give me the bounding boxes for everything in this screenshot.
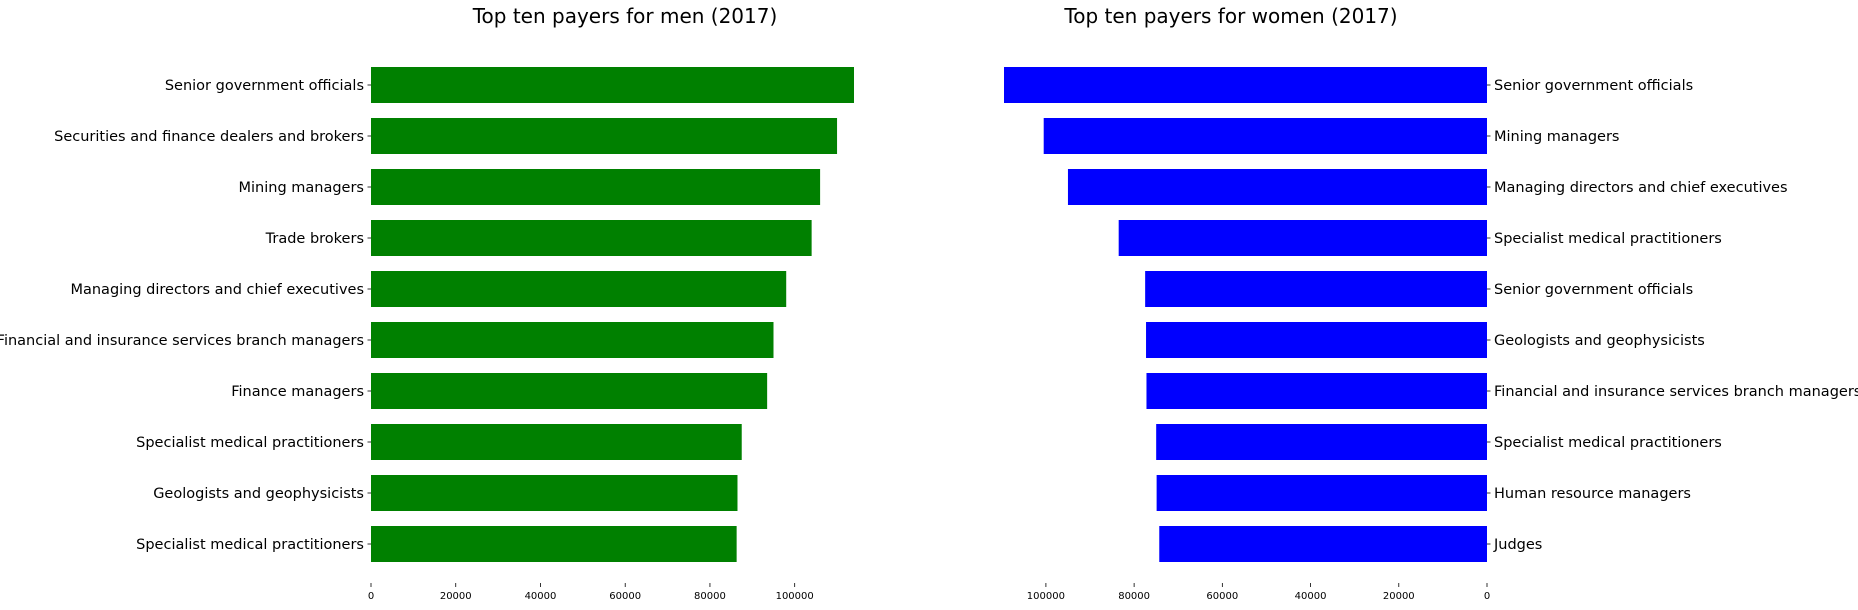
men-category-label: Mining managers bbox=[239, 180, 365, 196]
women-category-label: Judges bbox=[1493, 537, 1542, 553]
men-bar bbox=[371, 475, 738, 511]
women-category-label: Specialist medical practitioners bbox=[1494, 231, 1722, 247]
men-x-tick-label: 80000 bbox=[694, 591, 726, 602]
women-bar bbox=[1156, 424, 1487, 460]
men-bar bbox=[371, 271, 787, 307]
men-bar bbox=[371, 322, 774, 358]
men-bar bbox=[371, 67, 854, 103]
women-bar bbox=[1004, 67, 1487, 103]
women-category-label: Financial and insurance services branch … bbox=[1494, 384, 1858, 400]
men-x-tick-label: 100000 bbox=[776, 591, 814, 602]
women-category-label: Mining managers bbox=[1494, 129, 1620, 145]
women-x-tick-label: 60000 bbox=[1206, 591, 1238, 602]
women-bar bbox=[1146, 373, 1487, 409]
men-category-label: Financial and insurance services branch … bbox=[0, 333, 364, 349]
women-x-tick-label: 20000 bbox=[1383, 591, 1415, 602]
women-category-label: Senior government officials bbox=[1494, 78, 1693, 94]
women-bar bbox=[1067, 169, 1487, 205]
men-category-label: Specialist medical practitioners bbox=[136, 537, 364, 553]
women-bar bbox=[1146, 322, 1487, 358]
men-category-label: Senior government officials bbox=[165, 78, 364, 94]
men-category-label: Trade brokers bbox=[265, 231, 364, 247]
women-bar bbox=[1159, 526, 1487, 562]
women-x-tick-label: 80000 bbox=[1118, 591, 1150, 602]
women-category-label: Geologists and geophysicists bbox=[1494, 333, 1705, 349]
men-x-tick-label: 0 bbox=[368, 591, 374, 602]
women-x-tick-label: 40000 bbox=[1295, 591, 1327, 602]
women-chart-title: Top ten payers for women (2017) bbox=[1063, 4, 1397, 28]
men-chart-title: Top ten payers for men (2017) bbox=[472, 4, 778, 28]
men-category-label: Geologists and geophysicists bbox=[153, 486, 364, 502]
women-bar bbox=[1118, 220, 1487, 256]
women-category-label: Managing directors and chief executives bbox=[1494, 180, 1788, 196]
men-x-tick-label: 20000 bbox=[440, 591, 472, 602]
men-category-label: Finance managers bbox=[231, 384, 364, 400]
men-bar bbox=[371, 424, 742, 460]
men-bar bbox=[371, 220, 812, 256]
women-category-label: Senior government officials bbox=[1494, 282, 1693, 298]
men-bar bbox=[371, 526, 737, 562]
men-x-tick-label: 60000 bbox=[609, 591, 641, 602]
men-bar bbox=[371, 169, 821, 205]
men-bar bbox=[371, 118, 838, 154]
women-category-label: Specialist medical practitioners bbox=[1494, 435, 1722, 451]
women-bar bbox=[1156, 475, 1487, 511]
women-bar bbox=[1145, 271, 1487, 307]
women-x-tick-label: 0 bbox=[1484, 591, 1490, 602]
women-x-tick-label: 100000 bbox=[1027, 591, 1065, 602]
men-bar bbox=[371, 373, 768, 409]
women-bar bbox=[1043, 118, 1487, 154]
men-category-label: Managing directors and chief executives bbox=[70, 282, 364, 298]
women-category-label: Human resource managers bbox=[1494, 486, 1691, 502]
men-category-label: Securities and finance dealers and broke… bbox=[54, 129, 364, 145]
men-x-tick-label: 40000 bbox=[525, 591, 557, 602]
men-category-label: Specialist medical practitioners bbox=[136, 435, 364, 451]
